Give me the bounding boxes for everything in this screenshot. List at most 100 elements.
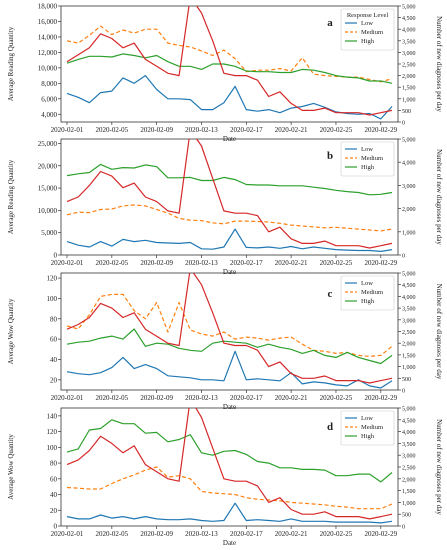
x-tick-label: 2020-02-09 <box>140 394 173 402</box>
y-tick-label: 8,000 <box>41 80 57 88</box>
y-right-tick-label: 1,000 <box>402 230 416 236</box>
series-line-new-diagnoses <box>66 6 393 116</box>
y-tick-label: 0 <box>54 523 58 531</box>
x-tick-label: 2020-02-25 <box>320 126 353 134</box>
y-right-tick-label: 2,000 <box>402 477 416 483</box>
series-line-medium <box>66 25 393 83</box>
series-line-high <box>66 328 393 365</box>
y-axis-label: Average Wow Quantity <box>7 434 15 500</box>
y-right-tick-label: 3,000 <box>402 454 416 460</box>
panel-a: 4,000 6,000 8,000 10,000 12,000 14,000 16,000 1… <box>7 3 443 144</box>
y-right-tick-label: 2,500 <box>402 466 416 472</box>
x-tick-label: 2020-02-09 <box>140 530 173 538</box>
legend-entry-label: High <box>361 164 375 171</box>
y-right-tick-label: 500 <box>402 377 411 383</box>
y-tick-label: 120 <box>47 428 58 436</box>
x-axis-label: Date <box>223 403 236 411</box>
panel-label: a <box>327 17 333 29</box>
series-line-medium <box>66 466 393 510</box>
series-group <box>66 139 393 252</box>
x-tick-label: 2020-02-29 <box>364 126 397 134</box>
y-right-tick-label: 500 <box>402 109 411 115</box>
panel-label: d <box>327 421 333 433</box>
x-tick-label: 2020-02-25 <box>320 530 353 538</box>
y-tick-label: 4,000 <box>41 111 57 119</box>
x-tick-label: 2020-02-25 <box>320 394 353 402</box>
x-tick-label: 2020-02-21 <box>275 394 308 402</box>
y-right-tick-label: 2,500 <box>402 63 416 69</box>
series-line-medium <box>66 293 393 357</box>
legend-entry-label: Medium <box>361 424 383 431</box>
y-right-tick-label: 0 <box>402 254 405 260</box>
y-tick-label: 10,000 <box>38 207 58 215</box>
y-tick-label: 16,000 <box>38 18 58 26</box>
y-axis-label: Average Wow Quantity <box>7 298 15 364</box>
y-right-tick-label: 1,500 <box>402 353 416 359</box>
legend-entry-label: Low <box>361 415 373 422</box>
legend-entry-label: High <box>361 38 375 45</box>
x-tick-label: 2020-02-29 <box>364 530 397 538</box>
y-tick-label: 6,000 <box>41 95 57 103</box>
x-tick-label: 2020-02-17 <box>230 259 263 267</box>
series-line-new-diagnoses <box>66 408 393 520</box>
series-line-medium <box>66 204 393 232</box>
x-tick-label: 2020-02-01 <box>51 259 84 267</box>
x-tick-label: 2020-02-13 <box>185 394 218 402</box>
y-right-tick-label: 1,000 <box>402 501 416 507</box>
y-tick-label: 80 <box>50 315 58 323</box>
y-right-tick-label: 3,000 <box>402 318 416 324</box>
x-tick-label: 2020-02-17 <box>230 394 263 402</box>
y-tick-label: 14,000 <box>38 33 58 41</box>
y-right-tick-label: 1,500 <box>402 489 416 495</box>
y-tick-label: 40 <box>50 491 58 499</box>
y-right-tick-label: 0 <box>402 121 405 127</box>
y-tick-label: 12,000 <box>38 49 58 57</box>
legend-entry-label: Low <box>361 20 373 27</box>
y-axis-label: Average Reading Quantity <box>7 159 15 234</box>
y-right-axis-label: Number of new diagnoses per day <box>435 419 443 515</box>
y-right-tick-label: 2,000 <box>402 342 416 348</box>
series-line-high <box>66 419 393 483</box>
series-group <box>66 408 393 524</box>
y-tick-label: 18,000 <box>38 3 58 11</box>
y-right-axis-label: Number of new diagnoses per day <box>435 149 443 245</box>
series-line-new-diagnoses <box>66 273 393 384</box>
series-line-high <box>66 53 393 84</box>
y-tick-label: 80 <box>50 460 58 468</box>
y-right-axis-label: Number of new diagnoses per day <box>435 284 443 380</box>
y-right-tick-label: 4,000 <box>402 161 416 167</box>
x-tick-label: 2020-02-05 <box>95 530 128 538</box>
y-tick-label: 15,000 <box>38 185 58 193</box>
y-right-tick-label: 4,000 <box>402 295 416 301</box>
y-tick-label: 140 <box>47 412 58 420</box>
y-right-tick-label: 0 <box>402 525 405 531</box>
y-right-tick-label: 1,000 <box>402 97 416 103</box>
y-right-tick-label: 5,000 <box>402 5 416 11</box>
x-tick-label: 2020-02-01 <box>51 394 84 402</box>
legend-entry-label: High <box>361 433 375 440</box>
legend-entry-label: Low <box>361 280 373 287</box>
x-tick-label: 2020-02-29 <box>364 259 397 267</box>
y-tick-label: 40 <box>50 356 58 364</box>
y-right-axis-label: Number of new diagnoses per day <box>435 16 443 112</box>
panel-b: 0 5,000 10,000 15,000 20,000 25,000 0 1,000 2,00… <box>7 138 443 277</box>
x-tick-label: 2020-02-29 <box>364 394 397 402</box>
y-tick-label: 120 <box>47 275 58 283</box>
y-right-tick-label: 3,500 <box>402 39 416 45</box>
x-tick-label: 2020-02-25 <box>320 259 353 267</box>
panel-label: c <box>328 288 333 300</box>
series-line-high <box>66 163 393 196</box>
y-right-tick-label: 5,000 <box>402 138 416 144</box>
y-axis-label: Average Reading Quantity <box>7 26 15 101</box>
y-right-tick-label: 3,000 <box>402 184 416 190</box>
y-tick-label: 60 <box>50 336 58 344</box>
y-right-tick-label: 2,500 <box>402 330 416 336</box>
x-tick-label: 2020-02-05 <box>95 259 128 267</box>
y-tick-label: 20 <box>50 507 58 515</box>
panel-c: 20 40 60 80 100 120 0 500 1,000 1,500 2,000 2,500 3,… <box>7 272 443 412</box>
x-tick-label: 2020-02-01 <box>51 530 84 538</box>
series-group <box>66 6 393 120</box>
legend-title: Response Level <box>347 12 389 19</box>
series-line-low <box>66 228 393 252</box>
